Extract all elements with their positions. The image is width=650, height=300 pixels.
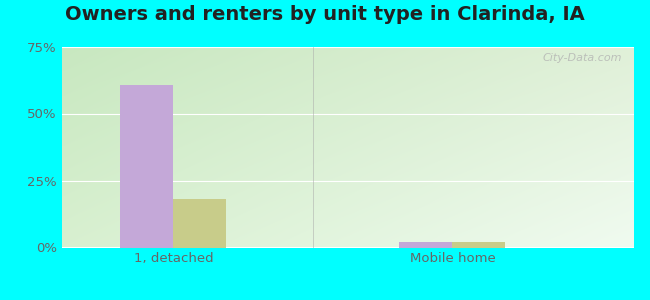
- Text: City-Data.com: City-Data.com: [543, 52, 622, 62]
- Bar: [174, 199, 226, 248]
- Bar: [452, 242, 506, 248]
- Bar: [120, 85, 174, 248]
- Text: Owners and renters by unit type in Clarinda, IA: Owners and renters by unit type in Clari…: [65, 4, 585, 23]
- Bar: [399, 242, 452, 248]
